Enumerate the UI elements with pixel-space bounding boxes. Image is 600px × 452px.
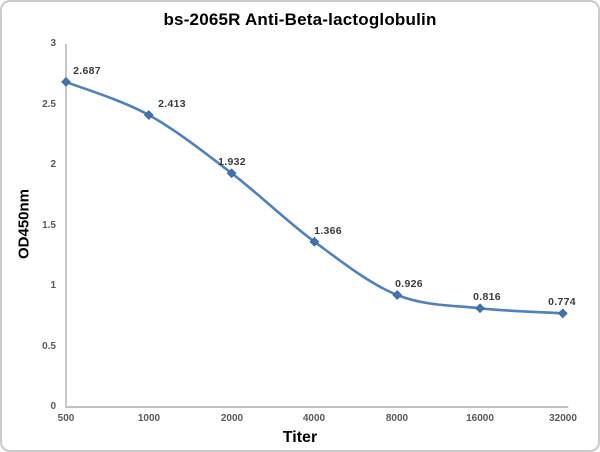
data-point-marker — [61, 77, 71, 87]
data-point-label: 0.774 — [548, 296, 576, 308]
y-tick-label: 0.5 — [42, 341, 56, 352]
data-point-marker — [557, 308, 568, 319]
y-tick-label: 1.5 — [42, 220, 56, 231]
y-tick-label: 2.5 — [42, 99, 56, 110]
data-point-label: 1.366 — [314, 225, 342, 237]
data-point-label: 2.413 — [158, 98, 186, 110]
data-point-marker — [309, 236, 320, 247]
data-point-marker — [392, 290, 403, 300]
data-point-label: 0.816 — [473, 291, 501, 303]
data-point-label: 2.687 — [73, 65, 101, 77]
x-axis-title: Titer — [282, 429, 318, 446]
x-tick-label: 4000 — [302, 413, 326, 424]
y-tick-label: 3 — [50, 38, 56, 49]
line-series — [64, 80, 565, 315]
data-point-marker — [143, 110, 154, 120]
data-point-label: 1.932 — [218, 156, 246, 168]
y-tick-label: 0 — [50, 401, 56, 412]
x-tick-label: 1000 — [137, 413, 161, 424]
x-tick-label: 500 — [57, 413, 75, 424]
x-tick-label: 8000 — [385, 413, 409, 424]
chart-title: bs-2065R Anti-Beta-lactoglobulin — [163, 10, 437, 29]
y-tick-label: 1 — [50, 280, 56, 291]
data-point-marker — [475, 303, 485, 314]
x-tick-label: 16000 — [466, 413, 494, 424]
x-tick-label: 2000 — [220, 413, 244, 424]
data-point-label: 0.926 — [395, 278, 423, 290]
y-tick-label: 2 — [50, 159, 56, 170]
x-tick-label: 32000 — [549, 413, 577, 424]
data-point-marker — [226, 168, 237, 179]
